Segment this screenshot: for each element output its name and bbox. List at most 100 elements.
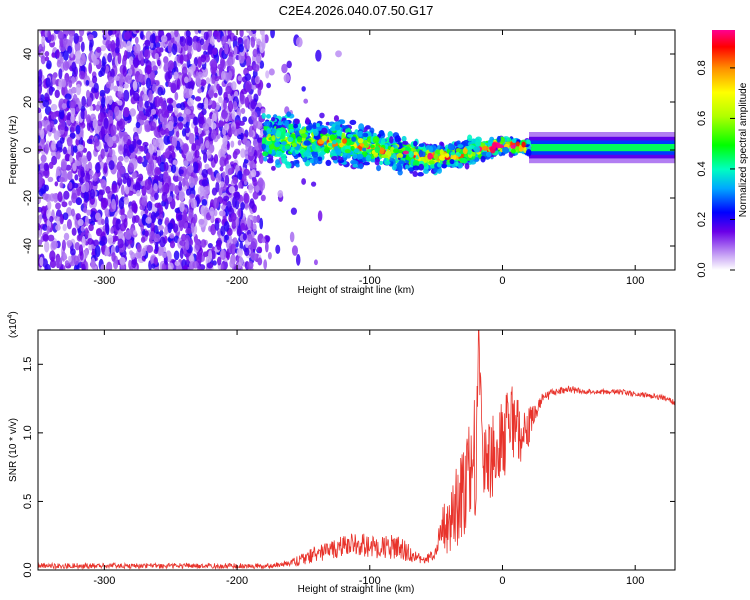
heatmap-cell bbox=[99, 189, 105, 196]
heatmap-cell bbox=[38, 78, 43, 87]
heatmap-cell bbox=[77, 144, 84, 152]
heatmap-cell bbox=[303, 151, 310, 157]
heatmap-cell bbox=[223, 195, 230, 202]
heatmap-cell bbox=[384, 160, 391, 166]
heatmap-cell bbox=[214, 75, 220, 82]
heatmap-cell bbox=[76, 187, 81, 197]
heatmap-cell bbox=[247, 260, 254, 270]
heatmap-cell bbox=[117, 52, 122, 65]
heatmap-cell bbox=[194, 149, 200, 159]
heatmap-cell bbox=[449, 158, 455, 165]
heatmap-cell bbox=[284, 132, 290, 137]
heatmap-cell bbox=[237, 139, 242, 146]
heatmap-cell bbox=[59, 120, 66, 131]
heatmap-cell bbox=[62, 60, 70, 71]
heatmap-cell bbox=[473, 146, 481, 153]
heatmap-cell bbox=[259, 217, 264, 230]
heatmap-cell bbox=[122, 56, 127, 68]
heatmap-cell bbox=[208, 250, 213, 262]
heatmap-cell bbox=[87, 97, 93, 107]
heatmap-cell bbox=[295, 36, 303, 48]
heatmap-cell bbox=[231, 212, 237, 222]
colorbar-tick-label: 0.2 bbox=[696, 212, 708, 227]
heatmap-cell bbox=[42, 223, 48, 231]
heatmap-cell bbox=[174, 30, 179, 38]
heatmap-cell bbox=[46, 124, 51, 132]
heatmap-cell bbox=[132, 80, 138, 92]
heatmap-cell bbox=[502, 146, 510, 154]
heatmap-cell bbox=[199, 79, 207, 87]
heatmap-cell bbox=[169, 233, 175, 239]
heatmap-cell bbox=[174, 207, 181, 214]
heatmap-cell bbox=[164, 127, 170, 137]
heatmap-cell bbox=[68, 200, 73, 206]
heatmap-cell bbox=[156, 149, 161, 157]
heatmap-cell bbox=[103, 162, 108, 174]
heatmap-cell bbox=[105, 81, 111, 89]
spectrogram-y-label: Frequency (Hz) bbox=[8, 116, 19, 185]
heatmap-cell bbox=[358, 163, 364, 170]
snr-x-label: Height of straight line (km) bbox=[298, 584, 415, 595]
heatmap-cell bbox=[204, 163, 210, 170]
heatmap-cell bbox=[44, 51, 50, 57]
heatmap-cell bbox=[154, 166, 161, 176]
heatmap-cell bbox=[44, 56, 50, 62]
heatmap-cell bbox=[61, 239, 66, 252]
heatmap-cell bbox=[67, 171, 73, 181]
heatmap-cell bbox=[152, 83, 157, 92]
heatmap-cell bbox=[38, 206, 43, 213]
heatmap-cell bbox=[174, 260, 181, 266]
heatmap-cell bbox=[38, 174, 43, 183]
heatmap-cell bbox=[286, 60, 292, 69]
y-tick-label: 1.0 bbox=[22, 425, 34, 440]
heatmap-cell bbox=[185, 108, 191, 115]
heatmap-cell bbox=[59, 56, 64, 64]
heatmap-cell bbox=[95, 162, 101, 174]
heatmap-cell bbox=[252, 163, 257, 169]
heatmap-cell bbox=[62, 146, 68, 155]
heatmap-cell bbox=[365, 154, 372, 162]
heatmap-cell bbox=[140, 31, 144, 40]
heatmap-cell bbox=[265, 235, 271, 243]
heatmap-cell bbox=[128, 143, 135, 153]
heatmap-cell bbox=[153, 233, 161, 243]
heatmap-cell bbox=[268, 149, 273, 155]
heatmap-cell bbox=[168, 154, 173, 164]
heatmap-cell bbox=[275, 129, 282, 138]
heatmap-cell bbox=[336, 129, 343, 137]
y-tick-label: 0.5 bbox=[22, 494, 34, 509]
heatmap-cell bbox=[86, 209, 92, 216]
heatmap-cell bbox=[169, 144, 175, 153]
heatmap-cell bbox=[144, 100, 149, 109]
heatmap-cell bbox=[379, 147, 385, 155]
heatmap-cell bbox=[184, 126, 190, 134]
heatmap-cell bbox=[250, 100, 256, 110]
heatmap-cell bbox=[309, 158, 315, 164]
heatmap-cell bbox=[49, 259, 57, 269]
heatmap-cell bbox=[281, 63, 288, 74]
heatmap-cell bbox=[92, 118, 98, 130]
heatmap-cell bbox=[152, 65, 158, 71]
heatmap-cell bbox=[233, 100, 238, 110]
heatmap-cell bbox=[176, 78, 181, 90]
heatmap-cell bbox=[60, 158, 67, 170]
heatmap-cell bbox=[370, 158, 376, 163]
heatmap-cell bbox=[224, 220, 230, 232]
heatmap-cell bbox=[134, 43, 141, 54]
heatmap-cell bbox=[185, 240, 190, 251]
heatmap-cell bbox=[113, 85, 119, 92]
heatmap-cell bbox=[183, 87, 190, 99]
heatmap-cell bbox=[396, 153, 404, 158]
heatmap-cell bbox=[51, 240, 58, 249]
heatmap-cell bbox=[94, 138, 100, 147]
heatmap-cell bbox=[47, 30, 52, 41]
heatmap-cell bbox=[71, 227, 77, 236]
heatmap-cell bbox=[244, 96, 250, 108]
heatmap-cell bbox=[227, 70, 233, 80]
heatmap-cell bbox=[100, 235, 108, 246]
heatmap-cell bbox=[203, 31, 209, 41]
heatmap-cell bbox=[274, 141, 281, 148]
heatmap-cell bbox=[373, 151, 379, 158]
heatmap-cell bbox=[345, 127, 351, 134]
heatmap-cell bbox=[203, 40, 209, 51]
